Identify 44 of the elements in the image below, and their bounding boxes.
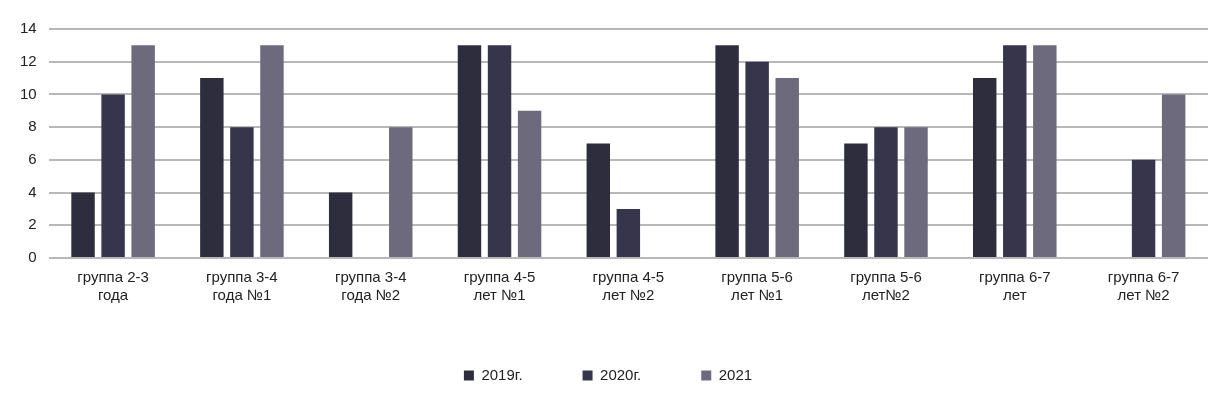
legend-label: 2019г. (481, 365, 523, 383)
bar (1003, 45, 1027, 257)
bar (131, 45, 155, 257)
bar (389, 127, 413, 257)
bar (71, 192, 95, 257)
y-tick-label: 8 (28, 117, 37, 135)
legend-label: 2021 (718, 365, 753, 383)
bar (260, 45, 284, 257)
bar (745, 61, 769, 257)
bar (517, 110, 542, 257)
bar (230, 127, 254, 257)
x-tick-label: группа 6-7 лет (978, 268, 1051, 304)
y-tick-label: 2 (28, 215, 37, 233)
bar (101, 94, 125, 257)
bar (904, 127, 928, 257)
x-tick-label: группа 6-7 лет №2 (1107, 268, 1180, 304)
bar (200, 78, 224, 257)
bar (973, 78, 997, 257)
bar (775, 78, 799, 257)
bar (616, 208, 641, 257)
y-tick-label: 4 (28, 182, 37, 200)
y-tick-label: 10 (20, 84, 37, 102)
y-tick-label: 0 (28, 248, 37, 266)
bar (715, 45, 739, 257)
bar (1033, 45, 1057, 257)
bar (874, 127, 898, 257)
legend-label: 2020г. (600, 365, 642, 383)
bar (844, 143, 868, 257)
bar (328, 192, 353, 257)
x-tick-label: группа 2-3 года (77, 268, 149, 304)
x-tick-label: группа 3-4 года №1 (206, 268, 278, 304)
bar (457, 45, 482, 257)
x-tick-label: группа 5-6 лет №1 (721, 268, 793, 304)
x-tick-label: группа 3-4 года №2 (334, 268, 407, 304)
y-tick-label: 12 (20, 51, 37, 69)
bar (487, 45, 512, 257)
x-tick-label: группа 4-5 лет №2 (592, 268, 665, 304)
bar (586, 143, 611, 257)
y-tick-label: 6 (28, 150, 37, 167)
y-tick-label: 14 (20, 19, 37, 37)
x-tick-label: группа 4-5 лет №1 (463, 268, 536, 304)
bar (1131, 159, 1156, 257)
bar (1161, 94, 1186, 257)
x-tick-label: группа 5-6 лет№2 (850, 268, 922, 304)
